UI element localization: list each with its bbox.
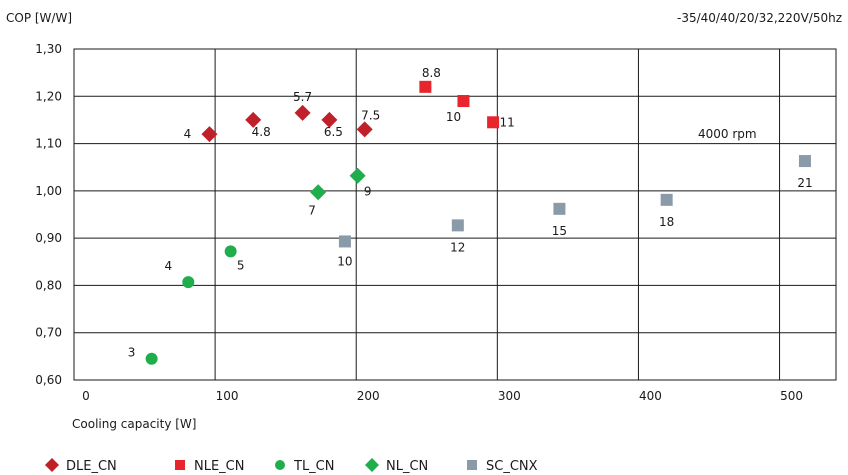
data-point-sc-cnx xyxy=(338,235,351,248)
data-point-nle-cn xyxy=(457,95,470,108)
legend-marker-nle-cn xyxy=(175,460,185,470)
x-tick-label: 100 xyxy=(216,389,239,403)
y-tick-label: 1,00 xyxy=(35,184,62,198)
data-point-dle-cn xyxy=(245,111,262,128)
legend-label: SC_CNX xyxy=(486,459,538,474)
data-point-sc-cnx xyxy=(451,219,464,232)
legend-label: DLE_CN xyxy=(66,459,117,474)
condition-note: -35/40/40/20/32,220V/50hz xyxy=(677,11,842,25)
data-label: 21 xyxy=(797,176,812,190)
data-label: 4.8 xyxy=(252,125,271,139)
y-axis-label: COP [W/W] xyxy=(6,11,72,25)
legend-label: TL_CN xyxy=(293,459,335,474)
data-label: 5.7 xyxy=(293,90,312,104)
data-point-sc-cnx xyxy=(553,202,566,215)
data-point-nle-cn xyxy=(419,80,432,93)
y-tick-label: 0,90 xyxy=(35,231,62,245)
legend-label: NLE_CN xyxy=(194,459,244,474)
data-point-nl-cn xyxy=(349,167,366,184)
data-label: 10 xyxy=(337,254,352,268)
legend-marker-sc-cnx xyxy=(467,460,477,470)
data-label: 10 xyxy=(446,110,461,124)
x-tick-label: 300 xyxy=(498,389,521,403)
y-tick-label: 0,80 xyxy=(35,278,62,292)
data-points xyxy=(145,80,811,365)
data-point-dle-cn xyxy=(294,104,311,121)
data-point-nle-cn xyxy=(487,116,500,129)
x-tick-label: 400 xyxy=(639,389,662,403)
x-tick-label: 0 xyxy=(82,389,90,403)
data-label: 4 xyxy=(184,127,192,141)
y-tick-label: 1,30 xyxy=(35,42,62,56)
legend-marker-nl-cn xyxy=(365,458,379,472)
data-label: 11 xyxy=(499,115,514,129)
data-point-dle-cn xyxy=(201,126,218,143)
rpm-annotation: 4000 rpm xyxy=(698,127,757,141)
data-label: 4 xyxy=(164,259,172,273)
y-tick-label: 1,20 xyxy=(35,89,62,103)
data-point-nl-cn xyxy=(310,184,327,201)
data-label: 5 xyxy=(237,258,245,272)
x-tick-label: 200 xyxy=(357,389,380,403)
data-point-tl-cn xyxy=(182,276,195,289)
data-label: 7.5 xyxy=(361,108,380,122)
data-label: 7 xyxy=(308,203,316,217)
x-tick-label: 500 xyxy=(780,389,803,403)
legend-label: NL_CN xyxy=(386,459,428,474)
plot-area xyxy=(73,48,837,381)
legend-marker-dle-cn xyxy=(45,458,59,472)
tick-labels: 0,60 0,70 0,80 0,90 1,00 1,10 1,20 1,30 0 100 200 3… xyxy=(35,42,803,403)
data-point-tl-cn xyxy=(145,352,158,365)
plot-frame xyxy=(73,48,837,381)
data-labels: 4 4.8 5.7 6.5 7.5 8.8 10 11 3 4 5 7 9 10 12 15 18 21 xyxy=(128,66,813,360)
x-axis-label: Cooling capacity [W] xyxy=(72,417,196,431)
data-point-sc-cnx xyxy=(660,193,673,206)
data-label: 12 xyxy=(450,240,465,254)
y-tick-label: 0,70 xyxy=(35,326,62,340)
data-point-dle-cn xyxy=(321,111,338,128)
data-label: 6.5 xyxy=(324,125,343,139)
data-label: 3 xyxy=(128,346,136,360)
legend: DLE_CN NLE_CN TL_CN NL_CN SC_CNX xyxy=(45,458,538,474)
legend-marker-tl-cn xyxy=(275,460,285,470)
data-label: 8.8 xyxy=(422,66,441,80)
data-point-dle-cn xyxy=(356,121,373,138)
y-tick-label: 0,60 xyxy=(35,373,62,387)
data-label: 18 xyxy=(659,215,674,229)
data-label: 15 xyxy=(552,224,567,238)
data-point-tl-cn xyxy=(224,245,237,258)
y-tick-label: 1,10 xyxy=(35,137,62,151)
data-point-sc-cnx xyxy=(798,155,811,168)
data-label: 9 xyxy=(364,185,372,199)
